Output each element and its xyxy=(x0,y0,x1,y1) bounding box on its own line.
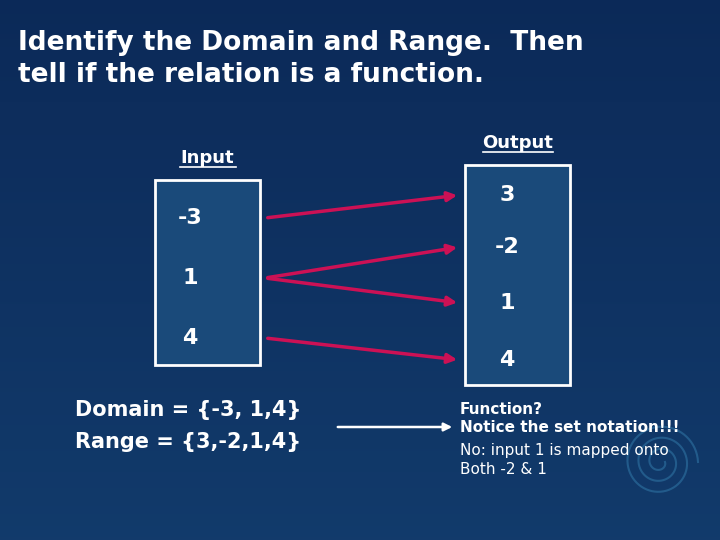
Text: 4: 4 xyxy=(182,328,198,348)
Text: 4: 4 xyxy=(499,350,515,370)
Text: No: input 1 is mapped onto: No: input 1 is mapped onto xyxy=(460,442,669,457)
Text: Notice the set notation!!!: Notice the set notation!!! xyxy=(460,420,680,435)
Text: 3: 3 xyxy=(499,185,515,205)
Text: Identify the Domain and Range.  Then: Identify the Domain and Range. Then xyxy=(18,30,584,56)
Text: 1: 1 xyxy=(499,293,515,313)
Text: Range = {3,-2,1,4}: Range = {3,-2,1,4} xyxy=(75,432,301,452)
Text: 1: 1 xyxy=(182,268,198,288)
Text: Output: Output xyxy=(482,134,553,152)
Text: tell if the relation is a function.: tell if the relation is a function. xyxy=(18,62,484,88)
Text: Input: Input xyxy=(181,149,234,167)
Text: -3: -3 xyxy=(178,208,202,228)
Text: Both -2 & 1: Both -2 & 1 xyxy=(460,462,547,477)
Bar xyxy=(465,165,570,385)
Bar xyxy=(155,180,260,365)
Text: -2: -2 xyxy=(495,237,519,257)
Text: Function?: Function? xyxy=(460,402,543,417)
Text: Domain = {-3, 1,4}: Domain = {-3, 1,4} xyxy=(75,400,302,420)
